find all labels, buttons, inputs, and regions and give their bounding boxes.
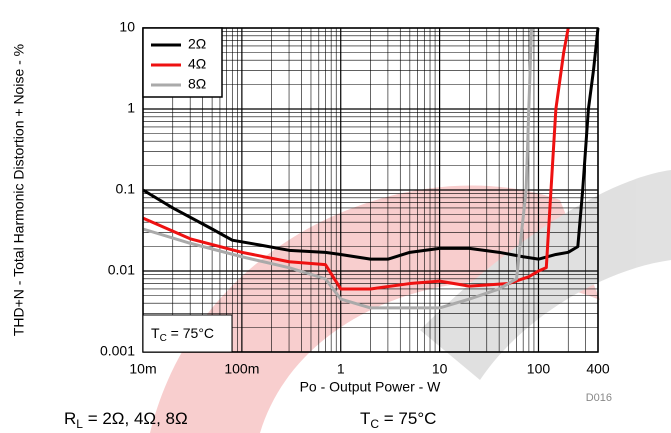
x-axis-label: Po - Output Power - W <box>300 379 442 395</box>
annotation: TC = 75°C <box>142 314 233 353</box>
figure-id: D016 <box>586 392 612 404</box>
footer-left: RL = 2Ω, 4Ω, 8Ω <box>64 409 188 431</box>
y-tick-label: 1 <box>127 100 135 116</box>
footer-left-rest: = 2Ω, 4Ω, 8Ω <box>83 409 188 428</box>
legend-label: 8Ω <box>188 76 206 92</box>
x-tick-label: 400 <box>586 361 610 377</box>
y-tick-label: 0.01 <box>108 262 135 278</box>
annotation-rest: = 75°C <box>167 325 214 341</box>
y-axis-label: THD+N - Total Harmonic Distortion + Nois… <box>11 44 27 336</box>
footer-right-main: T <box>360 409 370 428</box>
annotation-box <box>142 314 233 353</box>
annotation-text: TC = 75°C <box>151 325 214 344</box>
legend: 2Ω 4Ω 8Ω <box>142 27 223 98</box>
annotation-sub: C <box>160 333 167 344</box>
footer-left-main: R <box>64 409 76 428</box>
y-tick-label: 10 <box>119 19 135 35</box>
footer-right-rest: = 75°C <box>379 409 436 428</box>
legend-label: 2Ω <box>188 36 206 52</box>
series-line <box>142 27 600 261</box>
x-tick-label: 100m <box>224 361 259 377</box>
legend-box <box>142 27 223 98</box>
x-tick-label: 1 <box>337 361 345 377</box>
y-tick-label: 0.1 <box>116 181 136 197</box>
legend-label: 4Ω <box>188 56 206 72</box>
footer-left-sub: L <box>76 417 83 431</box>
footer-right: TC = 75°C <box>360 409 436 431</box>
x-tick-label: 10m <box>129 361 156 377</box>
x-tick-label: 100 <box>527 361 551 377</box>
series-line <box>142 27 533 310</box>
footer-right-sub: C <box>370 417 379 431</box>
x-tick-label: 10 <box>432 361 448 377</box>
plot-border <box>142 27 599 353</box>
y-tick-label: 0.001 <box>100 343 135 359</box>
annotation-main: T <box>151 325 160 341</box>
series-line <box>142 27 570 291</box>
